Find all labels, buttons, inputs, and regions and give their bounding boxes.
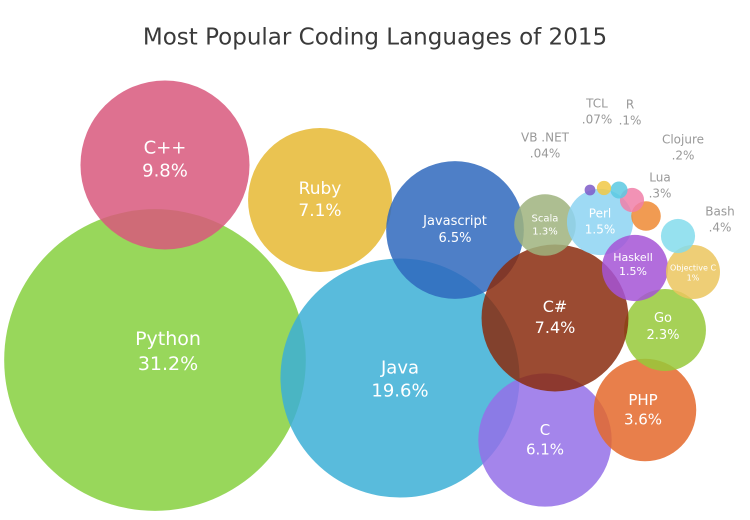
bubble-value-label: .07%	[582, 112, 613, 126]
bubble-value-label: .04%	[530, 146, 561, 160]
bubble	[4, 209, 306, 511]
bubble-name: Bash	[705, 205, 734, 219]
bubble-name: R	[626, 98, 634, 112]
bubble	[660, 218, 696, 254]
bubble-value-label: 1.5%	[619, 265, 647, 278]
bubble-name: C++	[144, 137, 187, 158]
bubble	[624, 289, 706, 371]
bubble	[280, 258, 520, 498]
bubble-name: Lua	[649, 171, 670, 185]
bubble	[514, 194, 576, 256]
bubble-name: C#	[543, 297, 568, 316]
bubble-value-label: 2.3%	[646, 328, 679, 343]
bubble-name: Haskell	[613, 251, 653, 264]
bubble-name: Clojure	[662, 133, 704, 147]
bubble	[481, 244, 629, 392]
bubble-value-label: .3%	[649, 186, 672, 200]
bubble-name: Ruby	[299, 179, 342, 199]
bubble-value-label: 9.8%	[142, 161, 188, 182]
bubble	[248, 128, 392, 272]
bubble-name: Objective C	[670, 263, 716, 272]
bubble-value-label: 3.6%	[624, 410, 662, 428]
bubble-value-label: 31.2%	[138, 353, 198, 375]
bubble-value-label: 1.3%	[532, 227, 557, 238]
bubble-value-label: 7.4%	[535, 318, 576, 337]
bubble-name: VB .NET	[521, 131, 570, 145]
bubble-value-label: 6.1%	[526, 440, 564, 458]
bubble-name: Perl	[589, 207, 611, 221]
bubble-name: Go	[654, 311, 672, 326]
bubble	[478, 373, 612, 507]
bubble-name: Java	[380, 357, 419, 378]
bubble	[610, 181, 628, 199]
bubble-value-label: .2%	[672, 148, 695, 162]
bubble-value-label: 6.5%	[438, 231, 471, 246]
bubble-value-label: 7.1%	[298, 201, 341, 221]
bubble	[601, 234, 669, 302]
bubble-value-label: 1.5%	[585, 222, 616, 236]
bubble-value-label: .1%	[619, 113, 642, 127]
bubble-value-label: 19.6%	[371, 381, 428, 402]
bubble	[386, 161, 524, 299]
bubble	[584, 184, 596, 196]
bubble-value-label: .4%	[709, 220, 732, 234]
bubble	[596, 180, 612, 196]
chart-title: Most Popular Coding Languages of 2015	[143, 25, 607, 51]
bubble-value-label: 1%	[687, 274, 700, 283]
bubble-name: PHP	[628, 391, 657, 409]
bubble	[566, 188, 634, 256]
bubble-name: Scala	[532, 214, 559, 225]
bubble-name: C	[540, 421, 550, 439]
bubble	[80, 80, 250, 250]
bubble	[666, 245, 720, 299]
bubble-name: Python	[135, 328, 201, 350]
bubble-name: TCL	[585, 97, 608, 111]
bubble	[593, 358, 697, 462]
bubble-name: Javascript	[422, 214, 487, 229]
